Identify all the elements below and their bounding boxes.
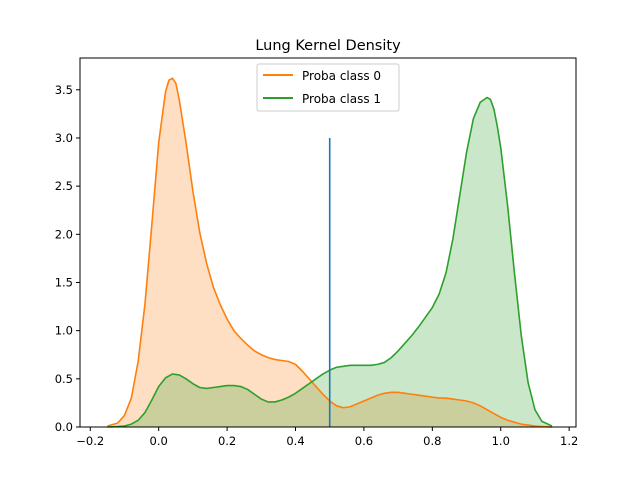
chart-title: Lung Kernel Density: [255, 38, 401, 54]
x-tick-label: 0.2: [218, 434, 236, 448]
x-axis-ticks: −0.2 0.0 0.2 0.4 0.6 0.8 1.0 1.2: [76, 427, 578, 448]
x-tick-label: 0.8: [423, 434, 441, 448]
x-tick-label: 1.2: [560, 434, 578, 448]
x-tick-label: 0.6: [355, 434, 373, 448]
legend-label-class-1: Proba class 1: [302, 92, 381, 106]
y-tick-label: 0.5: [55, 372, 73, 386]
y-tick-label: 2.5: [55, 179, 73, 193]
density-line-class-1: [107, 96, 553, 428]
y-tick-label: 1.0: [55, 324, 73, 338]
axes-frame: [79, 57, 577, 428]
density-line-class-0: [107, 77, 553, 428]
y-tick-label: 3.0: [55, 131, 73, 145]
density-area-class-0: [107, 78, 553, 427]
x-tick-label: 1.0: [492, 434, 510, 448]
x-tick-label: 0.4: [286, 434, 304, 448]
y-tick-label: 3.5: [55, 83, 73, 97]
series-layer: [107, 77, 553, 428]
density-area-class-1: [107, 97, 553, 427]
y-tick-label: 0.0: [55, 420, 73, 434]
y-tick-label: 2.0: [55, 227, 73, 241]
y-axis-ticks: 0.0 0.5 1.0 1.5 2.0 2.5 3.0 3.5: [55, 83, 80, 434]
y-tick-label: 1.5: [55, 275, 73, 289]
legend-label-class-0: Proba class 0: [302, 69, 381, 83]
x-tick-label: 0.0: [150, 434, 168, 448]
legend: Proba class 0 Proba class 1: [256, 63, 400, 112]
x-tick-label: −0.2: [76, 434, 104, 448]
